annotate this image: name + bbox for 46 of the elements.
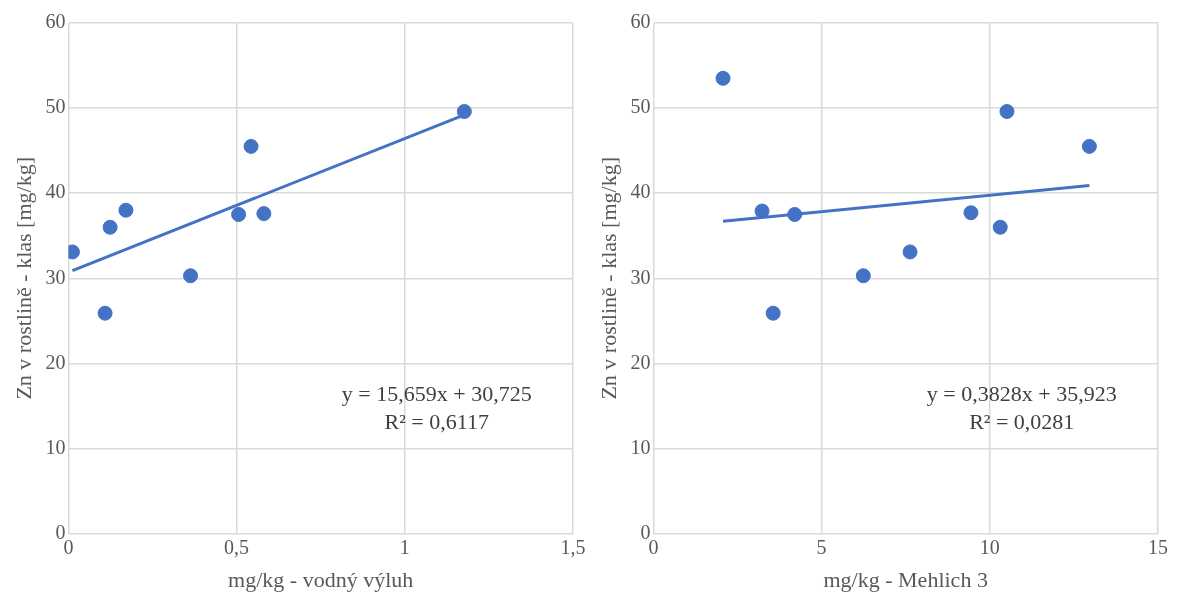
point bbox=[787, 206, 803, 222]
y-tick-label: 60 bbox=[45, 10, 66, 33]
x-tick-label: 0,5 bbox=[224, 535, 250, 558]
point bbox=[963, 205, 979, 221]
annotation: y = 15,659x + 30,725 bbox=[341, 380, 532, 406]
y-tick-label: 0 bbox=[55, 520, 66, 543]
x-tick-label: 1 bbox=[399, 535, 410, 558]
y-tick-label: 50 bbox=[630, 95, 651, 118]
y-axis-title: Zn v rostlině - klas [mg/kg] bbox=[10, 157, 36, 400]
point bbox=[243, 138, 259, 154]
x-axis-title: mg/kg - Mehlich 3 bbox=[823, 566, 988, 592]
x-tick-label: 5 bbox=[816, 535, 827, 558]
y-tick-label: 20 bbox=[630, 350, 651, 373]
point bbox=[754, 203, 770, 219]
annotation: R² = 0,6117 bbox=[384, 408, 489, 434]
y-tick-label: 40 bbox=[630, 180, 651, 203]
point bbox=[256, 206, 272, 222]
point bbox=[999, 104, 1015, 119]
point bbox=[992, 219, 1008, 235]
point bbox=[765, 305, 781, 321]
y-tick-label: 40 bbox=[45, 180, 66, 203]
annotation: y = 0,3828x + 35,923 bbox=[926, 380, 1117, 406]
y-tick-label: 0 bbox=[640, 520, 651, 543]
x-tick-label: 15 bbox=[1148, 535, 1168, 558]
point bbox=[118, 202, 134, 218]
point bbox=[97, 305, 113, 321]
y-tick-label: 20 bbox=[45, 350, 66, 373]
point bbox=[456, 104, 472, 119]
y-tick-label: 30 bbox=[630, 265, 651, 288]
x-tick-label: 10 bbox=[979, 535, 1000, 558]
point bbox=[715, 70, 731, 86]
y-tick-label: 50 bbox=[45, 95, 66, 118]
y-tick-label: 60 bbox=[630, 10, 651, 33]
x-axis-title: mg/kg - vodný výluh bbox=[228, 566, 414, 592]
y-tick-label: 10 bbox=[45, 435, 66, 458]
point bbox=[902, 244, 918, 260]
y-tick-label: 10 bbox=[630, 435, 651, 458]
point bbox=[102, 219, 118, 235]
annotation: R² = 0,0281 bbox=[969, 408, 1075, 434]
point bbox=[855, 268, 871, 284]
point bbox=[183, 268, 199, 284]
x-tick-label: 1,5 bbox=[560, 535, 586, 558]
y-tick-label: 30 bbox=[45, 265, 66, 288]
point bbox=[231, 206, 247, 222]
point bbox=[1081, 138, 1097, 154]
y-axis-title: Zn v rostlině - klas [mg/kg] bbox=[595, 157, 621, 400]
